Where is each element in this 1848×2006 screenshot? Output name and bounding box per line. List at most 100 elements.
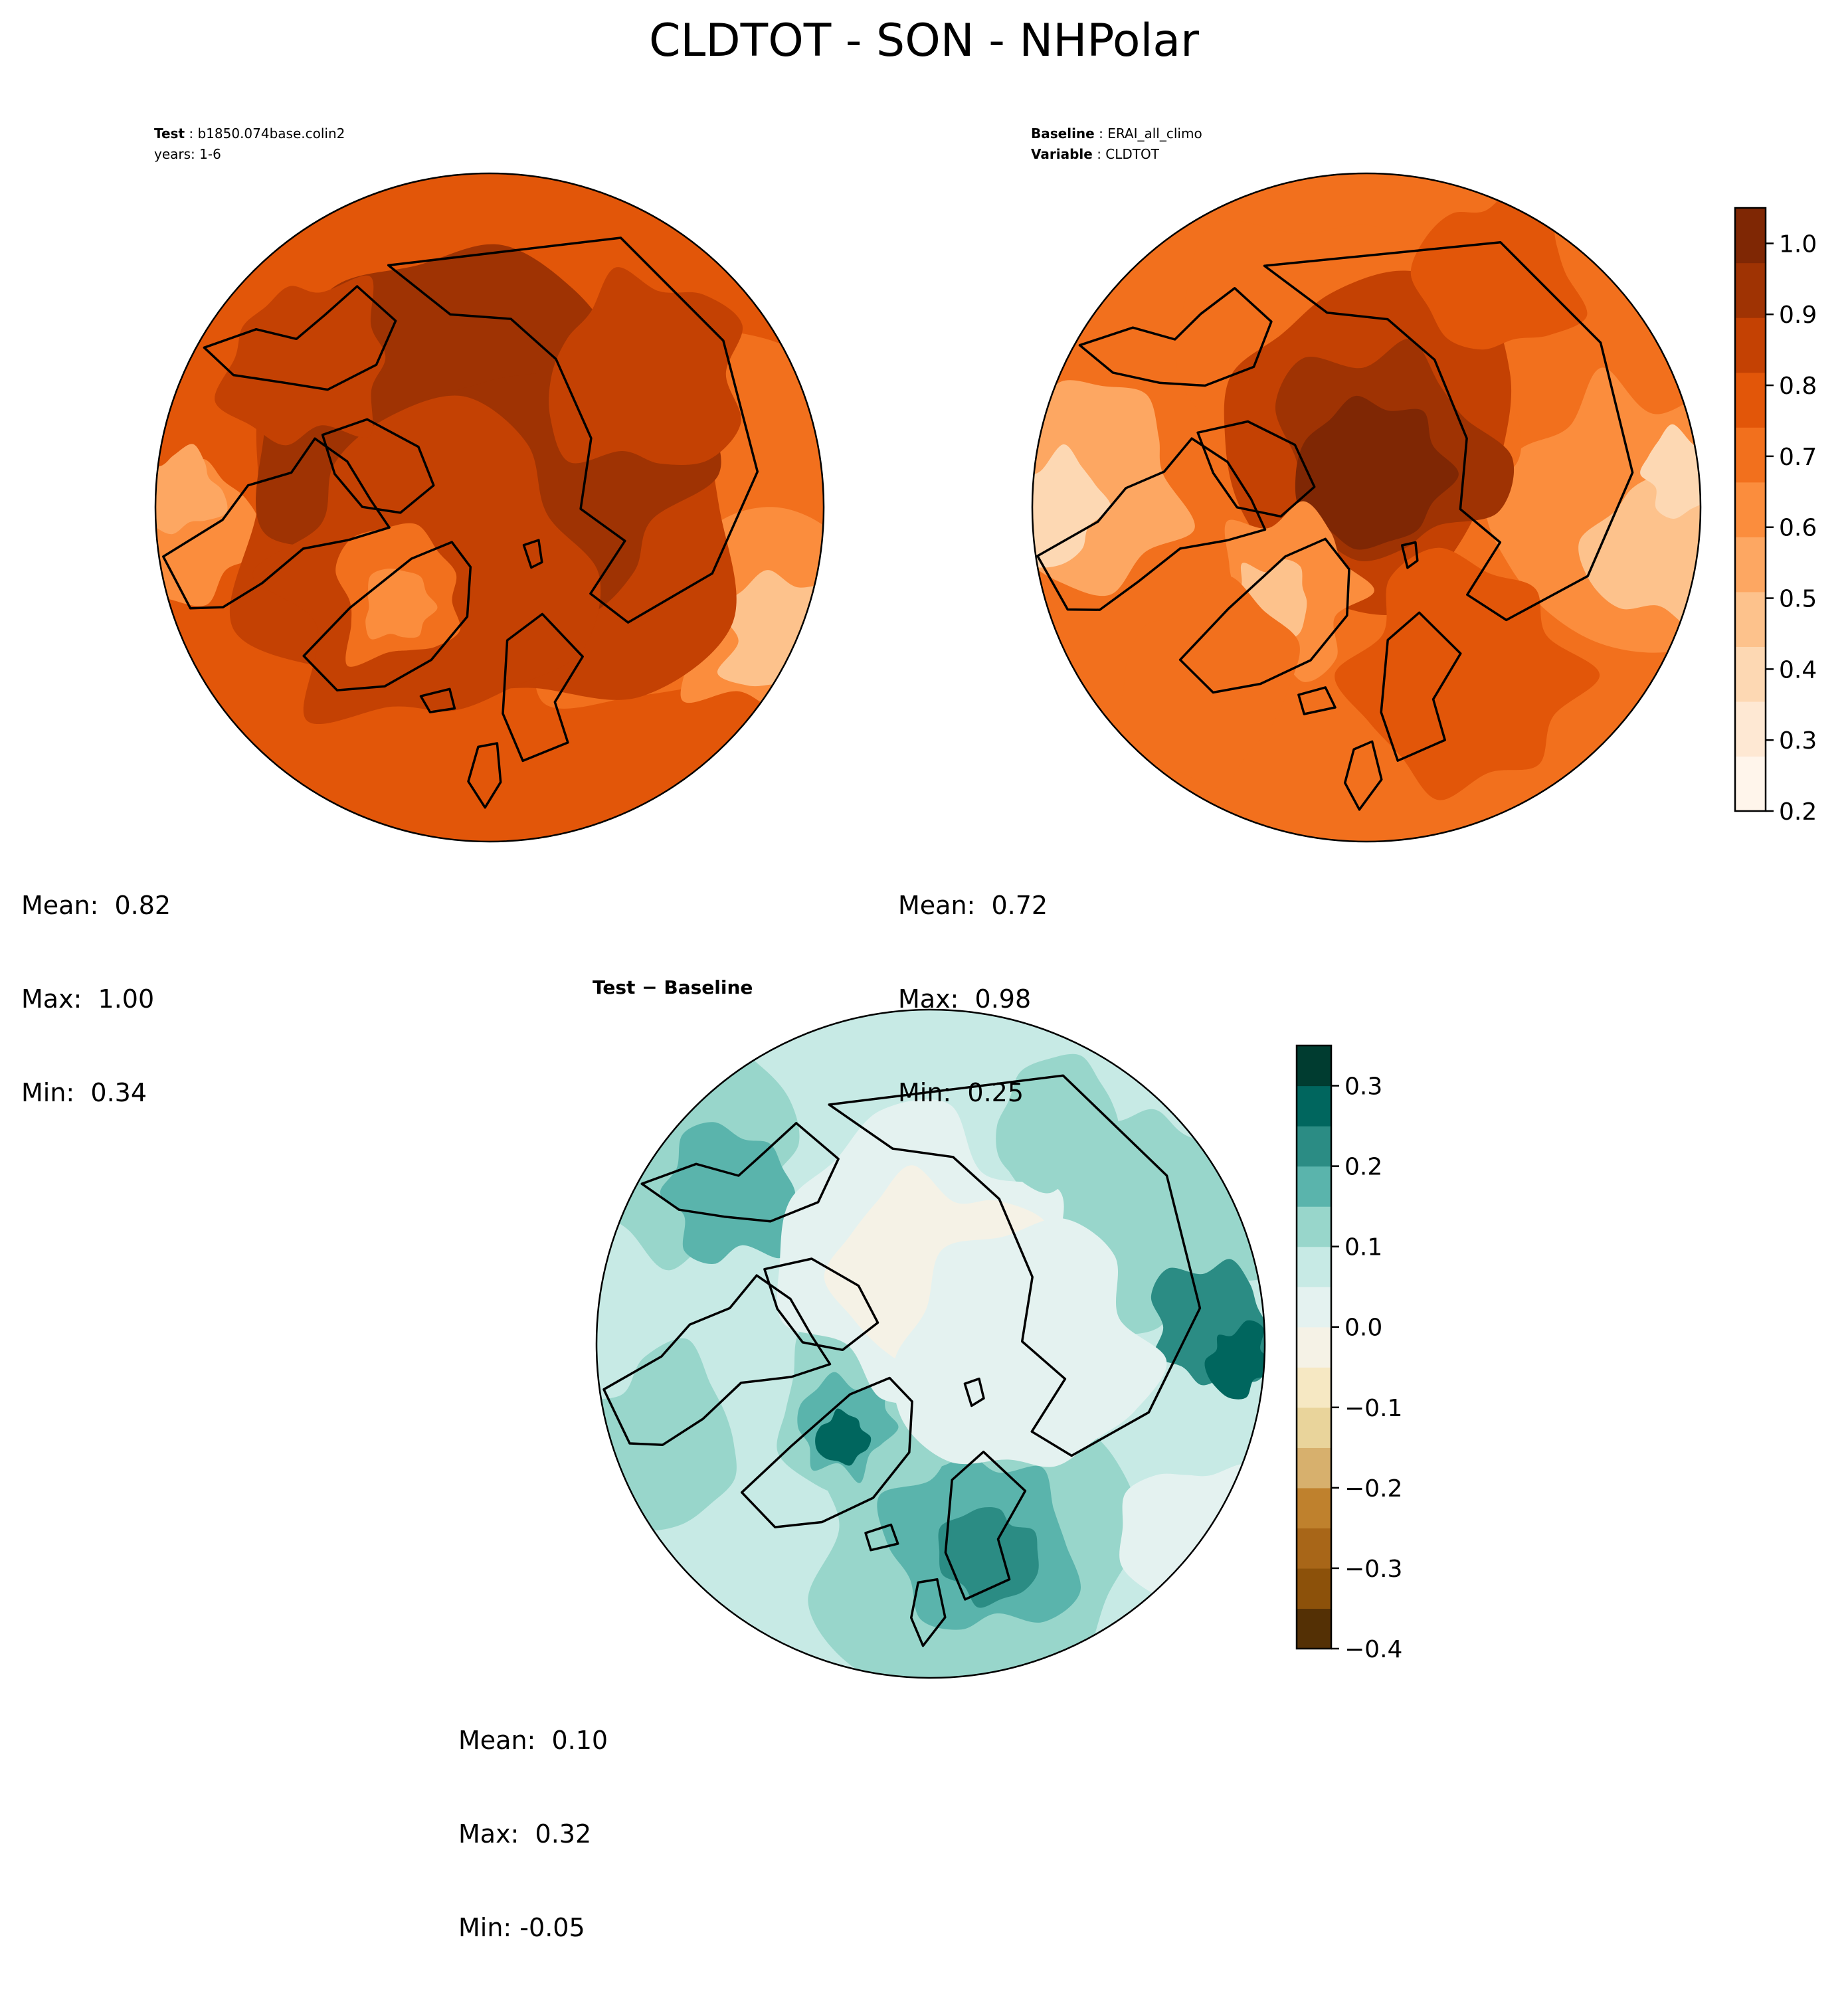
colorbar-tick-label: −0.2 — [1344, 1475, 1402, 1503]
map-panel-test — [154, 172, 825, 843]
figure-canvas: CLDTOT - SON - NHPolar Test : b1850.074b… — [21, 15, 1817, 1942]
colorbar-tick-label: 0.9 — [1779, 302, 1817, 329]
contour-region — [893, 1218, 1167, 1467]
contour-region — [996, 1053, 1120, 1194]
contour-region — [1640, 424, 1701, 519]
coastline-scandinavia — [502, 612, 584, 763]
colorbar-segment — [1297, 1085, 1331, 1127]
coastlines-test — [162, 236, 759, 809]
baseline-panel-header: Baseline : ERAI_all_climo Variable : CLD… — [1031, 126, 1202, 162]
contour-region — [155, 444, 228, 535]
coastline-canada — [1036, 437, 1267, 611]
colorbar-segment — [1297, 1367, 1331, 1408]
colorbar-absolute: 0.2 0.3 0.4 0.5 0.6 0.7 0.8 0.9 1.0 — [1734, 207, 1817, 826]
figure-title: CLDTOT - SON - NHPolar — [648, 15, 1200, 67]
coastline-greenland — [302, 541, 472, 691]
coastline-siberia — [387, 236, 759, 624]
coastline-iceland — [419, 687, 456, 713]
coastline-canada — [602, 1274, 832, 1446]
contour-region — [1295, 395, 1459, 550]
coastline-greenland — [1178, 537, 1350, 694]
contour-region — [1335, 547, 1600, 800]
coastline-nz_islands — [1400, 541, 1419, 569]
test-header-years: years: 1-6 — [154, 146, 221, 162]
map-boundary-diff — [595, 1008, 1266, 1679]
colorbar-tick-label: 0.2 — [1344, 1154, 1382, 1181]
colorbar-segment — [1735, 262, 1766, 318]
colorbar-segment — [1735, 591, 1766, 647]
coastline-arctic_islands — [321, 418, 435, 514]
colorbar-tick-label: −0.4 — [1344, 1636, 1402, 1663]
contour-region — [1117, 575, 1300, 788]
coastline-iceland — [864, 1523, 899, 1552]
contour-region — [938, 1507, 1039, 1608]
colorbar-segment — [1297, 1246, 1331, 1287]
colorbar-tick-label: 0.3 — [1779, 727, 1817, 755]
coastline-britain — [909, 1578, 947, 1647]
contour-region — [365, 568, 438, 640]
coastline-nz_islands — [963, 1377, 985, 1408]
colorbar-segment — [1297, 1126, 1331, 1167]
colorbar-segment — [1735, 482, 1766, 537]
colorbar-frame-diff — [1295, 1044, 1333, 1650]
coastline-iceland — [1297, 686, 1337, 715]
colorbar-segment — [1297, 1046, 1331, 1087]
baseline-header-label: Baseline — [1031, 126, 1095, 141]
coastlines-baseline — [1036, 241, 1634, 811]
test-panel-header: Test : b1850.074base.colin2 years: 1-6 — [154, 124, 345, 165]
colorbar-tick-label: 0.7 — [1779, 444, 1817, 471]
test-header-label: Test — [154, 126, 185, 141]
colorbar-segment — [1735, 701, 1766, 757]
baseline-header-variable-label: Variable — [1031, 146, 1093, 162]
coastline-canada — [162, 437, 391, 610]
map-field-test — [155, 173, 824, 842]
colorbar-segment — [1735, 372, 1766, 428]
contour-region — [1032, 444, 1111, 568]
colorbar-tick-label: 0.4 — [1779, 656, 1817, 684]
diff-min: Min: -0.05 — [458, 1913, 585, 1942]
coastline-alaska — [1078, 287, 1273, 387]
diff-mean: Mean: 0.10 — [458, 1726, 608, 1755]
test-header-case: b1850.074base.colin2 — [197, 126, 345, 141]
map-boundary-baseline — [1031, 172, 1702, 843]
colorbar-segment — [1297, 1608, 1331, 1649]
colorbar-segment — [1735, 537, 1766, 593]
colorbar-segment — [1297, 1487, 1331, 1528]
colorbar-segment — [1735, 427, 1766, 483]
colorbar-segment — [1297, 1287, 1331, 1328]
map-boundary-test — [154, 172, 825, 843]
colorbar-segment — [1297, 1407, 1331, 1448]
coastline-arctic_islands — [1196, 420, 1316, 518]
diff-stats: Mean: 0.10 Max: 0.32 Min: -0.05 — [458, 1663, 608, 2006]
colorbar-tick-label: 0.1 — [1344, 1234, 1382, 1261]
coastline-siberia — [828, 1074, 1202, 1457]
colorbar-segment — [1735, 646, 1766, 702]
contour-region — [660, 1122, 796, 1264]
contour-region — [1578, 454, 1701, 628]
colorbar-tick-label: 1.0 — [1779, 230, 1817, 258]
colorbar-segment — [1735, 756, 1766, 812]
test-min: Min: 0.34 — [21, 1078, 147, 1107]
test-max: Max: 1.00 — [21, 984, 155, 1014]
colorbar-segment — [1297, 1326, 1331, 1368]
coastline-scandinavia — [944, 1450, 1027, 1601]
contour-region — [1204, 1320, 1265, 1400]
contour-region — [815, 1408, 872, 1466]
baseline-header-variable: CLDTOT — [1105, 146, 1159, 162]
coastlines-diff — [602, 1074, 1202, 1647]
test-stats: Mean: 0.82 Max: 1.00 Min: 0.34 — [21, 828, 171, 1171]
coastline-alaska — [640, 1122, 840, 1223]
colorbar-segment — [1297, 1528, 1331, 1569]
diff-panel-title: Test − Baseline — [593, 976, 753, 998]
contour-region — [155, 458, 261, 606]
maps-svg: 0.20.30.40.50.60.70.80.91.0−0.4−0.3−0.2−… — [154, 172, 1817, 1679]
colorbar-segment — [1297, 1206, 1331, 1247]
contour-region — [215, 275, 386, 446]
coastline-arctic_islands — [763, 1257, 879, 1352]
coastline-siberia — [1263, 241, 1634, 622]
baseline-mean: Mean: 0.72 — [898, 891, 1048, 920]
diff-max: Max: 0.32 — [458, 1819, 592, 1849]
colorbar-tick-label: 0.5 — [1779, 586, 1817, 613]
colorbar-tick-label: 0.3 — [1344, 1073, 1382, 1101]
test-mean: Mean: 0.82 — [21, 891, 171, 920]
